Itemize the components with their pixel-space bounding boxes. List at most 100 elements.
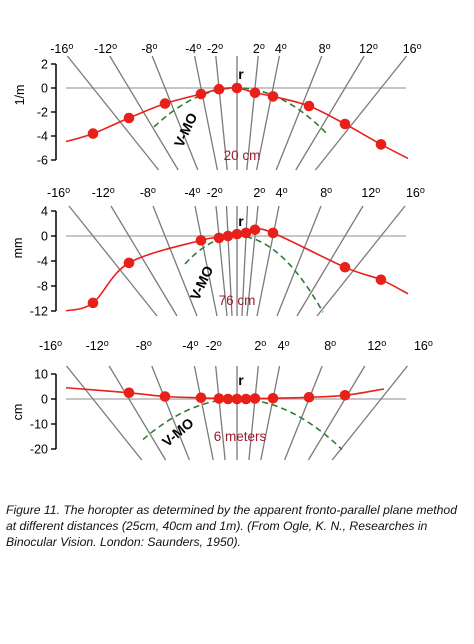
- y-tick-label: 10: [34, 368, 48, 382]
- direction-label: -12o: [94, 41, 117, 56]
- data-point: [240, 393, 252, 405]
- direction-label: -2o: [207, 185, 223, 200]
- y-tick-label: 0: [41, 82, 48, 96]
- data-point: [222, 393, 234, 405]
- data-point: [87, 297, 99, 309]
- direction-label: -4o: [182, 338, 198, 353]
- data-point: [123, 112, 135, 124]
- direction-line: [194, 205, 218, 317]
- direction-line: [66, 365, 143, 461]
- direction-line: [193, 55, 219, 171]
- direction-line: [256, 205, 280, 317]
- distance-label: 76 cm: [219, 293, 256, 308]
- data-point: [267, 392, 279, 404]
- direction-line: [246, 55, 259, 171]
- direction-label: -4o: [184, 185, 200, 200]
- direction-line: [276, 205, 322, 317]
- data-point: [303, 100, 315, 112]
- direction-label: -16o: [39, 338, 62, 353]
- data-point: [159, 98, 171, 109]
- direction-label: 16o: [406, 185, 425, 200]
- direction-line: [246, 205, 259, 317]
- direction-line: [68, 205, 158, 317]
- data-point: [249, 393, 261, 404]
- direction-line: [215, 205, 228, 317]
- direction-label: -2o: [206, 338, 222, 353]
- data-point: [87, 128, 99, 139]
- vmo-label: V-MO: [171, 110, 201, 149]
- data-point: [213, 232, 225, 244]
- y-tick-label: -6: [37, 154, 48, 168]
- direction-label: 4o: [278, 338, 290, 353]
- direction-label: 12o: [361, 185, 380, 200]
- direction-label: 2o: [253, 41, 265, 56]
- direction-line: [331, 365, 408, 461]
- data-point: [339, 389, 351, 401]
- direction-label: -16o: [50, 41, 73, 56]
- direction-line: [110, 205, 178, 317]
- y-tick-label: 2: [41, 58, 48, 72]
- data-point: [222, 230, 234, 242]
- data-point: [249, 224, 261, 236]
- direction-line: [248, 365, 259, 461]
- fixation-label: r: [238, 213, 244, 229]
- data-point: [375, 139, 387, 150]
- direction-line: [307, 365, 366, 461]
- vmo-label: V-MO: [159, 414, 197, 449]
- data-point: [195, 392, 207, 404]
- data-point: [213, 393, 225, 404]
- direction-label: -12o: [86, 338, 109, 353]
- distance-label: 6 meters: [214, 429, 267, 444]
- panel-1: -16o -12o -8o -4o -2o 2o 4o 8o 12o 16o 2 0 -2 -4 -6 1/m…: [13, 41, 422, 171]
- direction-label: 12o: [359, 41, 378, 56]
- vmo-curve: [153, 87, 329, 136]
- direction-label: 8o: [319, 41, 331, 56]
- data-point: [231, 82, 243, 94]
- y-tick-label: 0: [41, 393, 48, 407]
- fixation-label: r: [238, 372, 244, 388]
- direction-label: -8o: [141, 41, 157, 56]
- vmo-label: V-MO: [187, 263, 217, 302]
- direction-line: [109, 55, 179, 171]
- data-point: [249, 87, 261, 99]
- direction-label: 16o: [403, 41, 422, 56]
- horopter-figure: -16o -12o -8o -4o -2o 2o 4o 8o 12o 16o 2 0 -2 -4 -6 1/m…: [11, 41, 433, 461]
- direction-label: 8o: [320, 185, 332, 200]
- direction-line: [283, 365, 323, 461]
- direction-label: -8o: [140, 185, 156, 200]
- y-tick-label: 4: [41, 205, 48, 219]
- data-point: [267, 227, 279, 239]
- direction-label: -12o: [92, 185, 115, 200]
- vmo-curve: [184, 235, 324, 313]
- direction-line: [225, 205, 233, 317]
- direction-line: [316, 205, 406, 317]
- direction-label: -16o: [47, 185, 70, 200]
- data-point: [339, 118, 351, 130]
- direction-label: 2o: [254, 338, 266, 353]
- y-axis-label: cm: [11, 404, 25, 421]
- direction-line: [215, 365, 226, 461]
- y-tick-label: -2: [37, 106, 48, 120]
- data-point: [303, 391, 315, 403]
- direction-label: -4o: [185, 41, 201, 56]
- direction-line: [241, 205, 249, 317]
- data-point: [195, 235, 207, 246]
- direction-line: [255, 55, 281, 171]
- direction-line: [151, 365, 191, 461]
- data-point: [123, 257, 135, 269]
- direction-label: -2o: [207, 41, 223, 56]
- y-tick-label: -12: [30, 305, 48, 319]
- data-point: [231, 228, 243, 240]
- data-point: [195, 88, 207, 100]
- direction-line: [108, 365, 167, 461]
- data-point: [375, 274, 387, 286]
- direction-label: 4o: [276, 185, 288, 200]
- direction-line: [275, 55, 323, 171]
- direction-line: [193, 365, 214, 461]
- direction-label: 2o: [253, 185, 265, 200]
- data-point: [240, 227, 252, 239]
- panel-3: -16o -12o -8o -4o -2o 2o 4o 8o 12o 16o 10 0 -10 -20 cm…: [11, 338, 433, 461]
- distance-label: 20 cm: [224, 148, 261, 163]
- direction-label: 8o: [324, 338, 336, 353]
- direction-line: [66, 55, 160, 171]
